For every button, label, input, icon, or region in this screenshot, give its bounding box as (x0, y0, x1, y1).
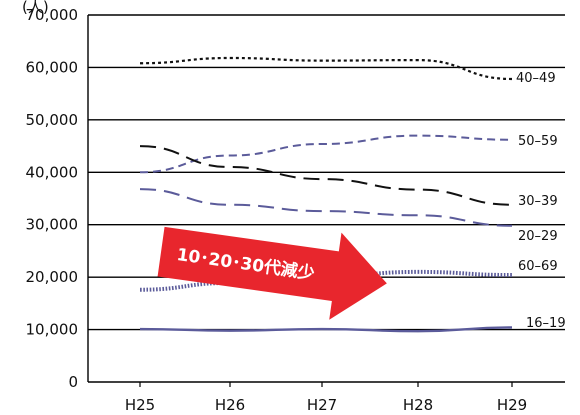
annotation-arrow: 10･20･30代減少 (157, 226, 387, 320)
y-tick-label: 0 (68, 373, 78, 391)
y-tick-label: 60,000 (26, 58, 79, 76)
y-tick-label: 50,000 (26, 111, 79, 129)
y-tick-label: 20,000 (26, 268, 79, 286)
series-line-50–59 (139, 134, 513, 174)
series-line-16–19 (139, 326, 513, 333)
x-tick-label: H26 (215, 396, 245, 414)
series-line-40–49 (139, 56, 513, 81)
unit-label: (人) (22, 0, 49, 16)
x-tick-label: H29 (497, 396, 527, 414)
series-lines: 40–49 50–59 30–39 20–29 60–69 16–19 (139, 56, 566, 333)
y-tick-label: 30,000 (26, 216, 79, 234)
red-arrow-shape (157, 226, 387, 320)
series-label: 16–19 (526, 316, 566, 331)
series-label: 20–29 (518, 229, 558, 244)
y-tick-label: 10,000 (26, 321, 79, 339)
y-tick-label: 40,000 (26, 163, 79, 181)
y-tick-label: 70,000 (26, 6, 79, 24)
x-tick-label: H27 (307, 396, 337, 414)
series-label: 60–69 (518, 259, 558, 274)
y-axis: 0 10,000 20,000 30,000 40,000 50,000 60,000 70,… (26, 6, 89, 391)
series-line-30–39 (139, 145, 513, 206)
series-line-20–29 (139, 188, 513, 227)
series-label: 40–49 (516, 71, 556, 86)
x-tick-label: H28 (403, 396, 433, 414)
x-tick-label: H25 (125, 396, 155, 414)
x-axis: H25 H26 H27 H28 H29 (88, 381, 565, 414)
series-label: 50–59 (518, 134, 558, 149)
series-label: 30–39 (518, 194, 558, 209)
